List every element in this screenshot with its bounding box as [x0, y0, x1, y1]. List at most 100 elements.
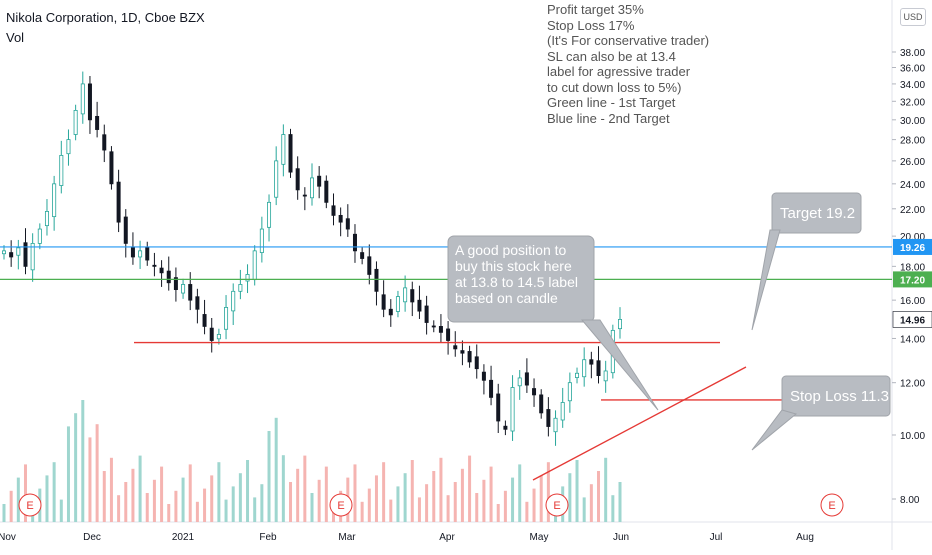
volume-bar	[210, 475, 214, 522]
volume-bar	[88, 437, 92, 522]
volume-bar	[374, 475, 378, 522]
stop-loss-callout-text: Stop Loss 11.3	[790, 388, 889, 405]
volume-bar	[360, 501, 364, 522]
candle-body	[381, 294, 386, 310]
target-callout-pointer	[751, 229, 781, 331]
x-tick-label: Aug	[796, 532, 814, 543]
candle-body	[267, 201, 272, 228]
y-tick-label: 36.00	[900, 64, 925, 75]
candle-body	[130, 246, 135, 258]
note-line: Stop Loss 17%	[547, 17, 635, 33]
price-badge-label: 19.26	[900, 243, 925, 254]
price-badge	[893, 238, 932, 255]
volume-bar	[160, 466, 164, 522]
volume-bar	[432, 471, 436, 522]
candle-body	[582, 359, 587, 378]
volume-bar	[511, 477, 515, 522]
candle-body	[410, 289, 415, 303]
volume-bars	[2, 400, 622, 522]
volume-bar	[260, 484, 264, 522]
candle-body	[195, 296, 200, 310]
candle-body	[288, 134, 293, 173]
candle-body	[95, 115, 100, 130]
volume-bar	[102, 471, 106, 522]
volume-bar	[489, 466, 493, 522]
x-tick-label: Nov	[0, 532, 16, 543]
price-badge	[893, 271, 932, 288]
earnings-marker	[820, 493, 844, 517]
candle-body	[181, 284, 186, 294]
x-tick-label: Dec	[83, 532, 101, 543]
volume-bar	[367, 488, 371, 522]
position-callout-text: A good position to buy this stock here a…	[455, 242, 578, 306]
volume-label: Vol	[6, 30, 25, 45]
volume-bar	[81, 400, 85, 522]
x-tick-label: Jul	[710, 532, 723, 543]
earnings-marker-label: E	[553, 500, 560, 512]
volume-bar	[95, 424, 99, 522]
candle-body	[238, 284, 243, 292]
symbol-title: Nikola Corporation, 1D, Cboe BZX	[6, 10, 205, 25]
y-tick-label: 24.00	[900, 180, 925, 191]
candle-body	[474, 356, 479, 370]
volume-bar	[353, 464, 357, 522]
candle-body	[338, 214, 343, 223]
volume-bar	[238, 473, 242, 522]
volume-bar	[267, 431, 271, 522]
volume-bar	[124, 482, 128, 522]
candle-body	[510, 387, 515, 432]
volume-bar	[496, 504, 500, 522]
candle-body	[539, 394, 544, 414]
trade-notes: Profit target 35% Stop Loss 17% (It's Fo…	[547, 2, 709, 126]
x-tick-label: Apr	[439, 532, 455, 543]
candle-body	[109, 151, 114, 185]
candle-body	[37, 228, 42, 244]
candle-body	[524, 372, 529, 386]
candle-body	[431, 325, 436, 328]
volume-bar	[453, 482, 457, 522]
candle-body	[388, 308, 393, 316]
volume-bar	[152, 479, 156, 522]
candle-body	[145, 247, 150, 261]
candle-body	[532, 388, 537, 396]
candle-body	[324, 180, 329, 203]
volume-bar	[23, 464, 27, 522]
callout-line: buy this stock here	[455, 258, 572, 274]
x-tick-label: Mar	[338, 532, 356, 543]
volume-bar	[66, 426, 70, 522]
candle-body	[80, 83, 85, 115]
volume-bar	[296, 468, 300, 522]
candle-body	[16, 247, 21, 256]
volume-bar	[317, 479, 321, 522]
candle-body	[460, 350, 465, 354]
candle-body	[252, 250, 257, 281]
note-line: Profit target 35%	[547, 2, 644, 17]
candle-body	[259, 228, 264, 253]
candle-body	[417, 299, 422, 312]
candle-body	[23, 242, 28, 267]
volume-bar	[503, 490, 507, 522]
volume-bar	[74, 413, 78, 522]
currency-badge[interactable]: USD	[900, 8, 926, 26]
volume-bar	[389, 499, 393, 522]
volume-bar	[611, 495, 615, 522]
x-tick-label: Feb	[259, 532, 277, 543]
volume-bar	[446, 495, 450, 522]
volume-bar	[475, 493, 479, 522]
candle-body	[360, 252, 365, 259]
earnings-marker-label: E	[26, 500, 33, 512]
candle-body	[66, 139, 71, 155]
price-badge-label: 14.96	[900, 315, 925, 326]
earnings-marker-label: E	[337, 500, 344, 512]
volume-bar	[382, 462, 386, 522]
note-line: Green line - 1st Target	[547, 95, 676, 110]
candle-body	[138, 250, 143, 258]
candle-body	[589, 359, 594, 365]
candle-body	[317, 175, 322, 187]
volume-bar	[410, 460, 414, 522]
candle-body	[481, 371, 486, 381]
volume-bar	[303, 455, 307, 522]
callout-line: A good position to	[455, 242, 567, 258]
note-line: (It's For conservative trader)	[547, 33, 710, 48]
